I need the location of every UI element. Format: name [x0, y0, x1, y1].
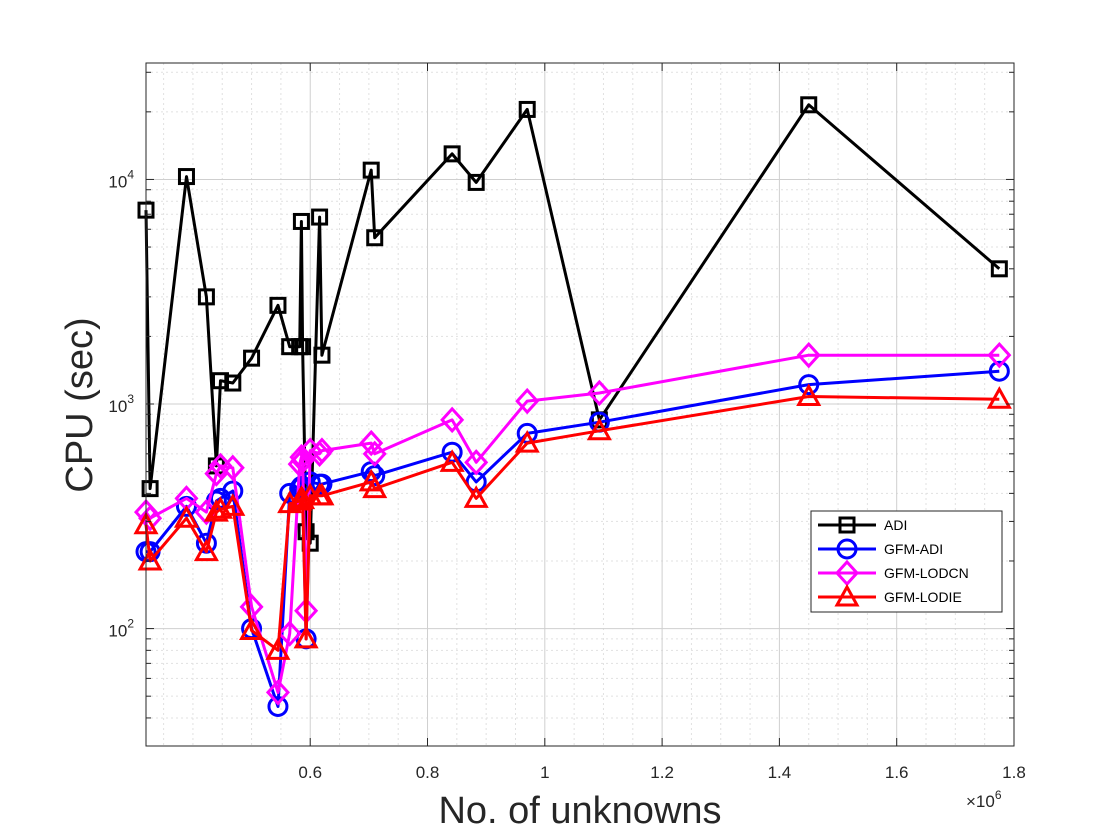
- data-point-adi: [990, 260, 1008, 278]
- data-point-gfm-adi: [988, 360, 1010, 382]
- data-point-gfm-lodie: [362, 475, 388, 499]
- data-point-adi: [243, 349, 261, 367]
- axis-ticks: [146, 63, 1015, 746]
- legend-label-gfm-lodcn: GFM-LODCN: [884, 565, 969, 581]
- data-point-gfm-lodcn: [290, 447, 315, 474]
- data-point-adi: [177, 168, 195, 186]
- data-point-gfm-lodcn: [359, 429, 384, 457]
- data-point-gfm-lodie: [293, 625, 319, 649]
- data-point-gfm-lodie: [290, 486, 316, 510]
- x-tick-label: 0.8: [416, 763, 440, 782]
- data-point-adi: [269, 296, 287, 314]
- data-point-gfm-adi: [222, 480, 244, 502]
- x-exponent-label: ×106: [966, 788, 1002, 811]
- data-point-gfm-lodcn: [265, 679, 290, 706]
- legend: ADI GFM-ADI GFM-LODCN GFM-LODIE: [810, 510, 1003, 613]
- data-point-gfm-lodie: [173, 505, 200, 528]
- data-point-gfm-lodie: [586, 417, 612, 441]
- x-tick-label: 1.8: [1002, 763, 1026, 782]
- data-point-adi: [211, 372, 229, 390]
- x-tick-label: 1.6: [885, 763, 909, 782]
- legend-marker-gfm-lodie: [834, 583, 860, 607]
- data-point-gfm-lodie: [309, 482, 335, 506]
- data-point-adi: [297, 523, 315, 541]
- x-tick-labels: 0.6 0.8 1 1.2 1.4 1.6 1.8: [298, 763, 1025, 782]
- data-point-gfm-lodcn: [440, 406, 465, 434]
- data-point-adi: [362, 161, 380, 179]
- data-point-gfm-lodcn: [796, 341, 821, 369]
- data-point-gfm-lodie: [796, 383, 822, 407]
- x-tick-label: 1.2: [650, 763, 674, 782]
- data-point-gfm-lodcn: [362, 440, 387, 468]
- series-line-adi: [144, 103, 1001, 545]
- legend-label-gfm-lodie: GFM-LODIE: [884, 589, 962, 605]
- data-point-gfm-lodie: [137, 547, 163, 571]
- data-point-adi: [197, 288, 215, 306]
- y-tick-labels: 102 103 104: [108, 167, 134, 640]
- y-tick-label: 104: [108, 167, 134, 191]
- series-gfm-lodie: [133, 383, 1012, 660]
- data-point-gfm-lodcn: [138, 505, 163, 532]
- data-point-gfm-adi: [267, 695, 289, 717]
- data-point-adi: [800, 96, 818, 114]
- data-point-gfm-lodcn: [587, 379, 612, 407]
- data-point-adi: [294, 338, 312, 356]
- series-layer: [133, 96, 1012, 717]
- legend-marker-gfm-adi: [836, 538, 858, 560]
- data-point-gfm-lodie: [986, 386, 1012, 409]
- data-point-adi: [141, 480, 159, 498]
- legend-entry-adi: ADI: [818, 516, 907, 534]
- y-axis-label: CPU (sec): [59, 317, 101, 492]
- data-point-gfm-lodie: [220, 493, 246, 516]
- series-adi: [137, 96, 1008, 552]
- data-point-gfm-lodie: [265, 637, 291, 660]
- data-point-adi: [292, 212, 310, 230]
- data-point-gfm-lodcn: [220, 454, 245, 482]
- legend-label-adi: ADI: [884, 517, 907, 533]
- data-point-adi: [311, 208, 329, 226]
- series-gfm-lodcn: [133, 341, 1012, 706]
- data-point-adi: [313, 346, 331, 364]
- legend-entry-gfm-lodie: GFM-LODIE: [818, 583, 962, 607]
- data-point-gfm-lodie: [203, 499, 229, 522]
- legend-marker-adi: [838, 516, 856, 534]
- data-point-gfm-lodcn: [987, 341, 1012, 369]
- data-point-adi: [443, 145, 461, 163]
- x-axis-label: No. of unknowns: [438, 790, 721, 832]
- y-tick-label: 103: [108, 392, 134, 416]
- legend-entry-gfm-adi: GFM-ADI: [818, 538, 943, 560]
- data-point-gfm-lodie: [514, 429, 540, 453]
- data-point-adi: [224, 374, 242, 392]
- data-point-adi: [467, 173, 485, 191]
- x-tick-label: 1.4: [768, 763, 792, 782]
- data-point-gfm-lodie: [193, 538, 219, 562]
- data-point-gfm-lodie: [439, 449, 465, 472]
- legend-label-gfm-adi: GFM-ADI: [884, 541, 943, 557]
- data-point-adi: [366, 229, 384, 247]
- data-point-gfm-lodie: [239, 617, 265, 641]
- data-point-gfm-adi: [798, 374, 820, 396]
- data-point-gfm-lodcn: [277, 620, 302, 647]
- data-point-gfm-lodcn: [464, 449, 489, 476]
- x-tick-label: 1: [540, 763, 549, 782]
- data-point-gfm-lodcn: [309, 437, 334, 464]
- data-point-gfm-lodcn: [515, 387, 540, 415]
- x-tick-label: 0.6: [298, 763, 322, 782]
- y-tick-label: 102: [108, 617, 134, 641]
- data-point-adi: [518, 100, 536, 118]
- data-point-gfm-lodie: [463, 485, 489, 508]
